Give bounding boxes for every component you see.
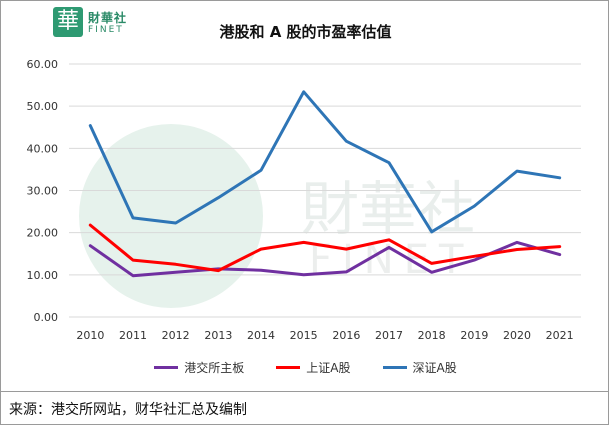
x-tick-label: 2013: [204, 329, 232, 342]
x-tick-label: 2010: [76, 329, 104, 342]
series-lines: [88, 90, 562, 278]
series-line: [88, 223, 562, 273]
x-tick-label: 2019: [460, 329, 488, 342]
x-tick-label: 2016: [332, 329, 360, 342]
legend-item: 深证A股: [382, 359, 457, 376]
x-tick-label: 2011: [119, 329, 147, 342]
x-tick-label: 2018: [418, 329, 446, 342]
watermark-name-cn: 財華社: [301, 175, 475, 243]
logo-seal: 華: [53, 7, 83, 37]
x-tick-label: 2014: [247, 329, 275, 342]
x-tick-label: 2012: [162, 329, 190, 342]
legend-swatch: [276, 365, 301, 369]
legend-swatch: [382, 365, 407, 369]
x-tick-label: 2017: [375, 329, 403, 342]
legend-swatch: [154, 365, 179, 369]
legend-item: 上证A股: [276, 359, 351, 376]
finet-logo: 華 財華社 FINET: [53, 7, 173, 41]
y-tick-label: 30.00: [27, 185, 59, 198]
y-tick-label: 20.00: [27, 227, 59, 240]
x-axis-ticks: 2010 2011 2012 2013 2014 2015 2016 2017 2018 2019…: [76, 329, 573, 342]
legend-label: 港交所主板: [184, 360, 245, 375]
y-tick-label: 0.00: [34, 311, 59, 324]
watermark-seal: [79, 124, 263, 308]
x-tick-label: 2015: [290, 329, 318, 342]
series-line: [88, 240, 562, 278]
y-axis-ticks: 0.00 10.00 20.00 30.00 40.00 50.00 60.00: [27, 58, 59, 324]
series-line: [88, 90, 562, 234]
legend-item: 港交所主板: [154, 359, 244, 376]
legend-label: 上证A股: [306, 360, 351, 375]
y-tick-label: 10.00: [27, 269, 59, 282]
x-tick-label: 2020: [503, 329, 531, 342]
logo-name-cn: 財華社: [88, 11, 128, 25]
x-tick-label: 2021: [546, 329, 574, 342]
grid-lines: [69, 63, 581, 318]
y-tick-label: 50.00: [27, 100, 59, 113]
logo-name-en: FINET: [88, 25, 124, 35]
chart-legend: 港交所主板 上证A股 深证A股: [1, 356, 609, 378]
legend-label: 深证A股: [412, 360, 457, 375]
chart-title: 港股和 A 股的市盈率估值: [219, 23, 392, 41]
y-tick-label: 40.00: [27, 142, 59, 155]
source-note: 来源：港交所网站，财华社汇总及编制: [1, 391, 609, 426]
y-tick-label: 60.00: [27, 58, 59, 71]
